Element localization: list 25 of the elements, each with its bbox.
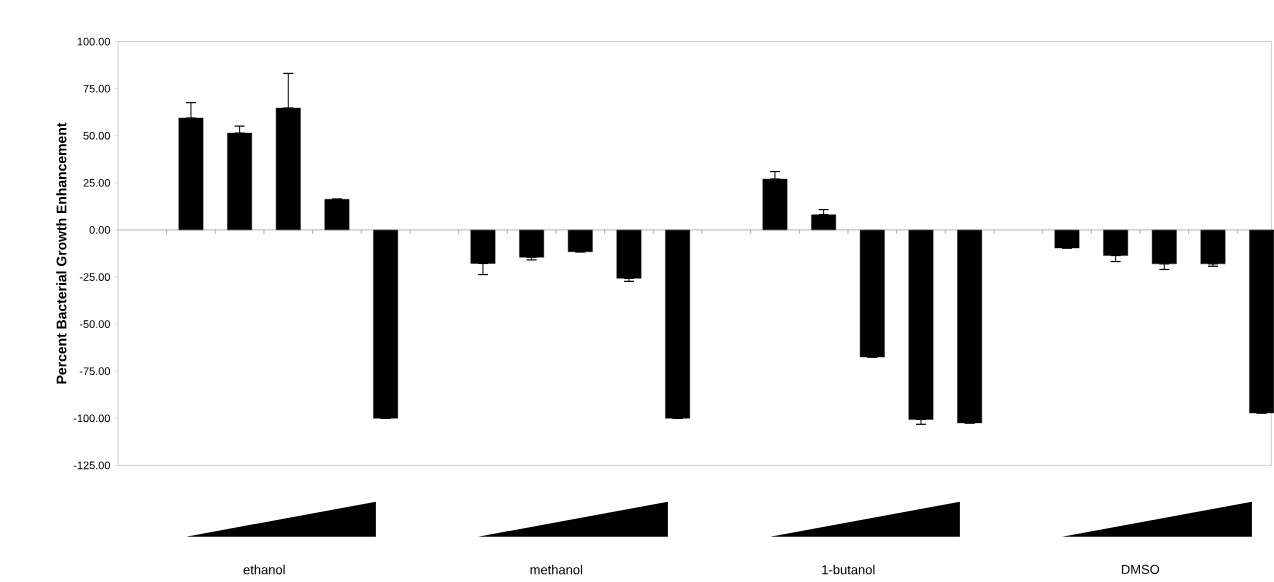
bar	[373, 229, 398, 419]
bar	[811, 214, 836, 231]
y-tick-label: -125.00	[73, 461, 110, 470]
bar	[859, 229, 885, 358]
x-tick-label: 1-butanol	[822, 564, 875, 575]
y-tick-label: -100.00	[73, 414, 110, 423]
bar	[616, 229, 642, 279]
y-tick-label: 25.00	[83, 179, 110, 187]
x-tick-label: ethanol	[243, 564, 285, 575]
bar	[227, 133, 252, 231]
x-tick-label: methanol	[530, 564, 583, 575]
y-tick-label: -25.00	[79, 273, 110, 282]
y-tick-label: -75.00	[79, 367, 110, 376]
y-tick-label: 50.00	[83, 132, 110, 140]
bar	[665, 229, 690, 419]
y-tick-label: 100.00	[77, 37, 110, 46]
bar	[1054, 229, 1080, 249]
y-tick-label: 0.00	[89, 226, 110, 234]
y-axis-title: Percent Bacterial Growth Enhancement	[56, 122, 67, 384]
x-tick-label: DMSO	[1121, 564, 1160, 575]
bar	[908, 229, 934, 420]
bar	[519, 229, 544, 258]
y-tick-label: 75.00	[83, 84, 110, 93]
y-tick-label: -50.00	[79, 320, 110, 329]
bar	[762, 179, 788, 231]
